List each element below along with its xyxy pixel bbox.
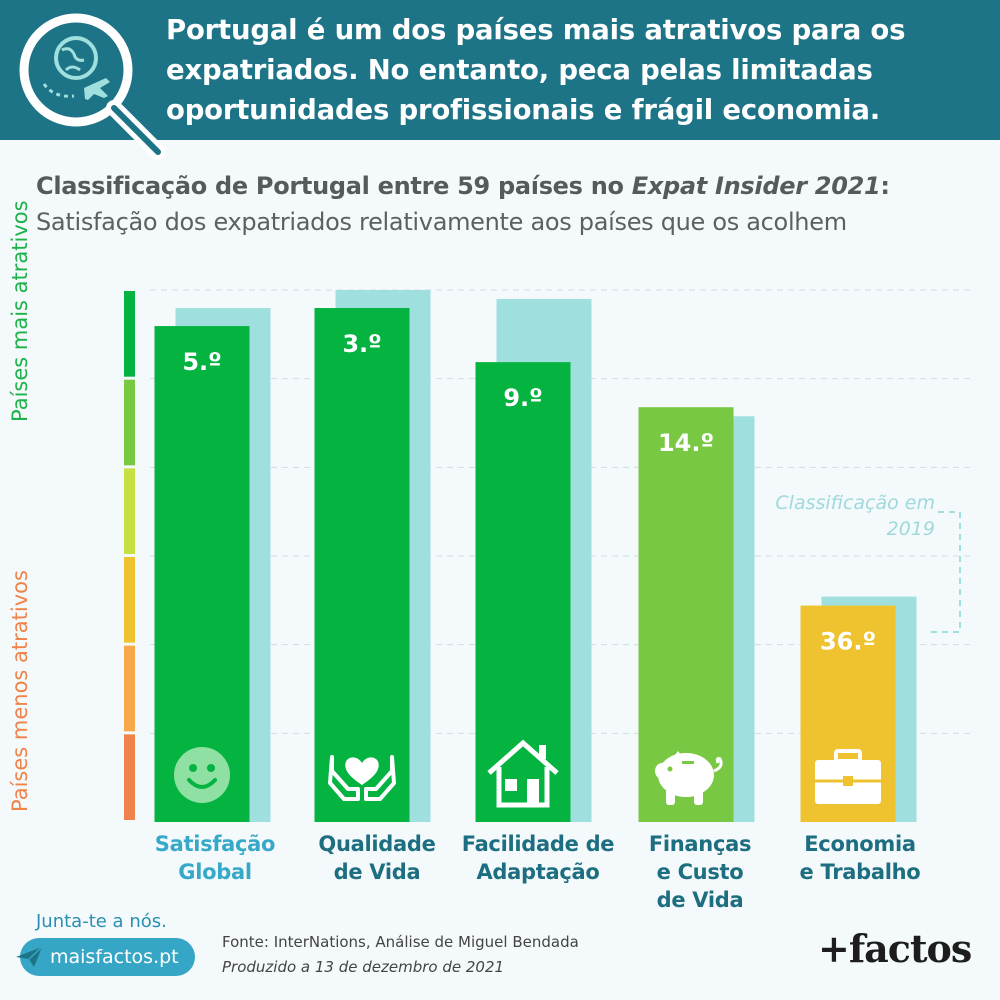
chart-subtitle: Satisfação dos expatriados relativamente… [36,208,847,236]
category-label-line: Finanças [648,832,752,856]
axis-label-bottom: Países menos atrativos [8,570,32,812]
category-label-1: Satisfação Global [130,830,300,886]
category-label-line: e Trabalho [799,860,921,884]
site-link[interactable]: maisfactos.pt [20,938,195,976]
house-icon [487,739,559,808]
data-label-5: 36.º [820,628,876,656]
piggy-bank-icon [655,751,723,805]
brand-logo: +factos [818,926,972,971]
category-label-4: Finanças e Custo de Vida [615,830,785,914]
scale-segment [124,734,135,820]
data-label-1: 5.º [182,348,221,376]
category-label-line: Global [178,860,252,884]
plane-icon [16,946,43,967]
join-us-text: Junta-te a nós. [36,911,167,932]
category-label-5: Economia e Trabalho [775,830,945,886]
scale-segment [124,379,135,466]
category-label-line: Satisfação [154,832,276,856]
scale-segment [124,557,135,643]
bar-2021-4 [638,407,734,822]
category-label-line: e Custo [656,860,744,884]
scale-segment [124,468,135,554]
header-title: Portugal é um dos países mais atrativos … [166,14,906,126]
category-label-3: Facilidade de Adaptação [453,830,623,886]
data-label-3: 9.º [503,384,542,412]
chart-title-source: Expat Insider 2021 [631,172,881,200]
chart-title-part1: Classificação de Portugal entre 59 paíse… [36,172,632,200]
data-label-2: 3.º [342,330,381,358]
header-banner: Portugal é um dos países mais atrativos … [0,0,1000,140]
category-label-2: Qualidade de Vida [292,830,462,886]
category-label-line: de Vida [333,860,421,884]
category-label-line: Economia [804,832,916,856]
hands-heart-icon [328,755,396,801]
bar-2021-3 [475,362,571,822]
chart-title: Classificação de Portugal entre 59 paíse… [36,172,890,200]
category-label-line: Facilidade de [461,832,615,856]
scale-segment [124,291,135,377]
chart-area: 5.º 3.º 9.º 14.º 36.º [124,289,975,822]
briefcase-icon [815,749,881,804]
scale-segment [124,645,135,732]
legend-2019-label: Classificação em 2019 [775,492,935,540]
category-label-line: Adaptação [476,860,600,884]
chart-title-colon: : [880,172,890,200]
legend-bracket [930,511,961,633]
bar-2021-1 [154,326,250,822]
bar-2021-2 [314,308,410,822]
data-label-4: 14.º [658,429,714,457]
source-text: Fonte: InterNations, Análise de Miguel B… [222,933,579,951]
magnifier-globe-icon [19,13,166,160]
category-label-line: Qualidade [318,832,436,856]
axis-label-top: Países mais atrativos [8,200,32,422]
smile-icon [174,747,230,803]
category-label-line: de Vida [656,888,744,912]
produced-date-text: Produzido a 13 de dezembro de 2021 [222,958,505,976]
